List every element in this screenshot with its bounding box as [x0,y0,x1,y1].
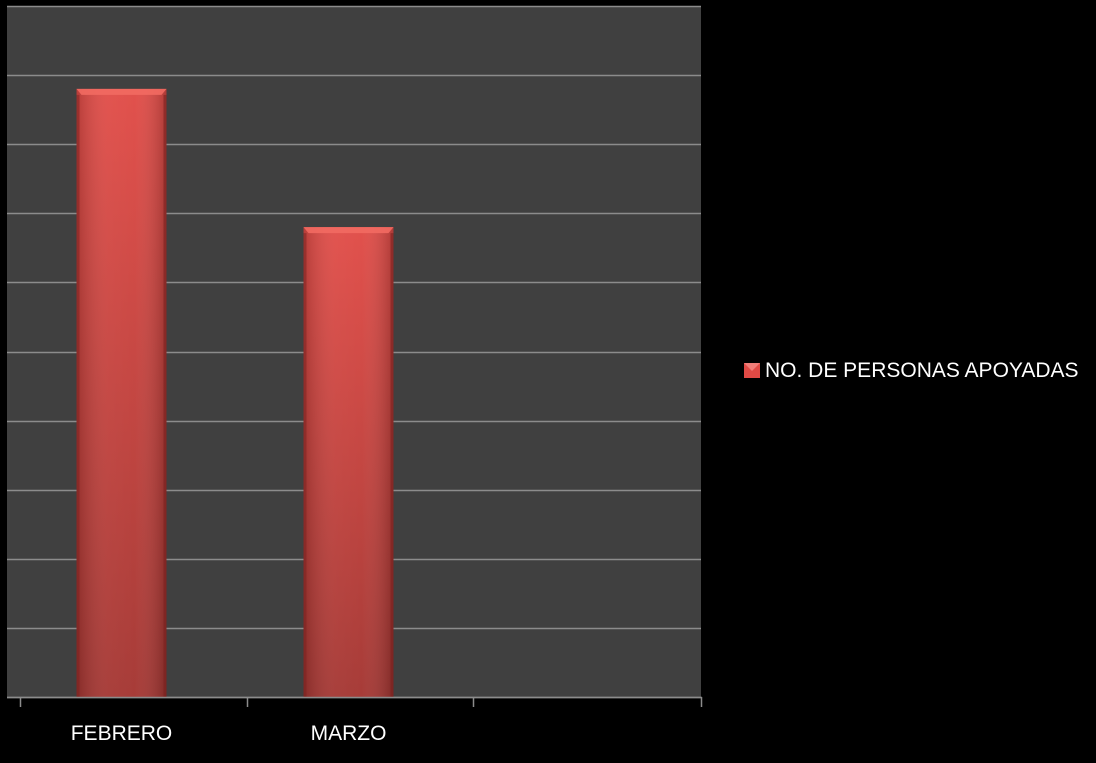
bar [76,88,167,698]
bar [303,227,394,697]
legend-swatch-bevel [744,363,760,371]
x-axis: FEBRERO MARZO [7,696,703,745]
bars [76,88,394,698]
legend: NO. DE PERSONAS APOYADAS [744,359,1079,382]
legend-label: NO. DE PERSONAS APOYADAS [765,359,1079,382]
x-tick-label: MARZO [311,722,387,745]
x-tick-label: FEBRERO [71,722,173,745]
